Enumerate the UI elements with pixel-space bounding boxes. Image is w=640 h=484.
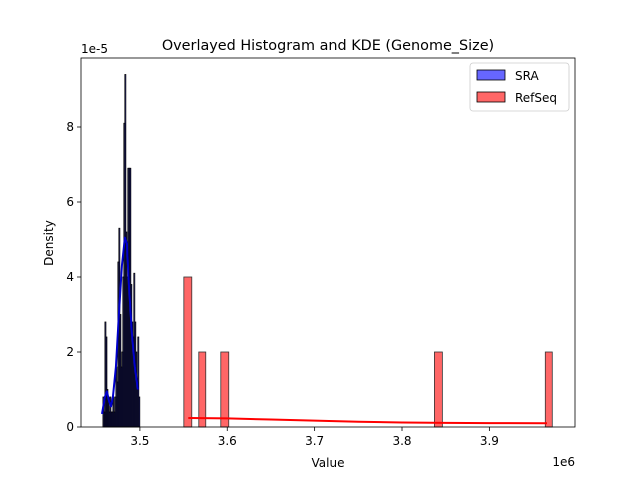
sra-bar [138,396,141,428]
legend-swatch-refseq [476,91,506,103]
legend-label-sra: SRA [515,69,539,83]
bars-layer [102,74,553,428]
sra-kde-line [101,236,139,415]
y-axis: 0 2 4 6 8 [66,120,81,434]
y-axis-label: Density [42,220,56,266]
y-offset-label: 1e-5 [81,42,108,56]
x-tick-label: 3.6 [218,434,237,448]
x-tick-label: 3.8 [392,434,411,448]
legend-swatch-sra [476,69,506,81]
x-axis: 3.5 3.6 3.7 3.8 3.9 [130,427,499,448]
refseq-bar [183,276,193,428]
y-tick-label: 8 [66,120,74,134]
legend: SRA RefSeq [469,62,570,112]
x-tick-label: 3.5 [130,434,149,448]
refseq-bar [198,351,207,428]
refseq-bar [434,351,443,428]
refseq-bar [544,351,553,428]
kde-layer [101,236,548,425]
refseq-bar [220,351,230,428]
y-tick-label: 4 [66,270,74,284]
chart-title: Overlayed Histogram and KDE (Genome_Size… [162,38,494,54]
x-axis-label: Value [312,456,345,470]
y-tick-label: 6 [66,195,74,209]
x-tick-label: 3.9 [480,434,499,448]
x-offset-label: 1e6 [552,455,575,469]
y-tick-label: 2 [66,345,74,359]
x-tick-label: 3.7 [305,434,324,448]
legend-label-refseq: RefSeq [515,91,557,105]
plot-frame [80,57,576,428]
refseq-kde-line [188,417,548,425]
y-tick-label: 0 [66,420,74,434]
